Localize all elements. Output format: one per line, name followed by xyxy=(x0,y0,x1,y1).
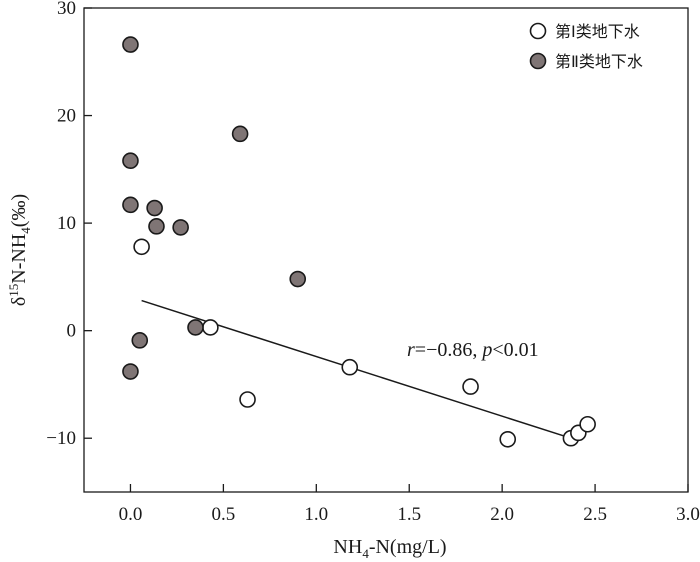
x-axis-title-main: NH xyxy=(333,536,362,558)
x-axis-title-subscript: 4 xyxy=(362,546,369,561)
correlation-annotation: r=−0.86, p<0.01 xyxy=(407,339,539,361)
class1-data-point xyxy=(499,430,517,448)
class2-data-point xyxy=(148,218,165,235)
y-axis-title-main: N-NH xyxy=(8,234,30,284)
annotation-part: r xyxy=(407,339,415,361)
x-axis-title: NH4-N(mg/L) xyxy=(333,536,446,561)
class2-data-point xyxy=(172,219,189,236)
y-tick-label: 10 xyxy=(57,213,76,234)
legend-label-class1: 第Ⅰ类地下水 xyxy=(555,22,640,41)
class2-data-point xyxy=(289,270,307,288)
annotation-part: p xyxy=(480,339,492,361)
class1-data-point xyxy=(462,378,479,395)
data-points xyxy=(122,36,596,448)
y-axis-title-superscript: 15 xyxy=(6,284,21,297)
x-tick-label: 2.5 xyxy=(583,504,607,525)
legend-marker-class2 xyxy=(529,52,547,70)
y-tick-label: −10 xyxy=(46,428,76,449)
class2-data-point xyxy=(122,152,139,170)
axis-tick-labels: 0.0 0.5 1.0 1.5 2.0 2.5 3.0 −10 0 10 20 30 xyxy=(46,0,700,525)
x-tick-label: 3.0 xyxy=(676,504,700,525)
y-tick-label: 0 xyxy=(67,321,77,342)
class2-data-point xyxy=(146,199,163,217)
plot-area-frame xyxy=(83,7,689,493)
class2-data-point xyxy=(131,332,149,349)
x-tick-label: 1.5 xyxy=(397,504,421,525)
y-axis-title: δ15N-NH4(‰) xyxy=(6,194,33,306)
x-tick-label: 2.0 xyxy=(490,504,514,525)
class2-data-point xyxy=(231,125,249,143)
legend-marker-class1 xyxy=(529,22,547,40)
annotation-part: =−0.86, xyxy=(415,339,483,361)
x-tick-label: 0.0 xyxy=(119,504,143,525)
y-tick-label: 20 xyxy=(57,106,76,127)
x-axis-title-unit: -N(mg/L) xyxy=(369,536,447,558)
class2-data-point xyxy=(187,319,204,336)
y-axis-title-unit: (‰) xyxy=(8,194,30,227)
x-tick-label: 1.0 xyxy=(304,504,328,525)
axis-ticks xyxy=(84,7,689,492)
class2-data-point xyxy=(122,36,139,53)
class1-data-point xyxy=(579,415,596,433)
class1-data-point xyxy=(239,391,256,408)
y-tick-label: 30 xyxy=(57,0,76,19)
class1-data-point xyxy=(133,238,150,256)
class1-data-point xyxy=(202,319,219,336)
class2-data-point xyxy=(122,363,139,380)
class1-data-point xyxy=(341,358,359,376)
x-tick-label: 0.5 xyxy=(212,504,236,525)
class2-data-point xyxy=(122,196,139,214)
y-axis-title-subscript: 4 xyxy=(18,227,33,234)
annotation-part: <0.01 xyxy=(492,339,538,361)
y-axis-title-delta: δ xyxy=(8,297,30,306)
legend-label-class2: 第Ⅱ类地下水 xyxy=(555,52,643,71)
